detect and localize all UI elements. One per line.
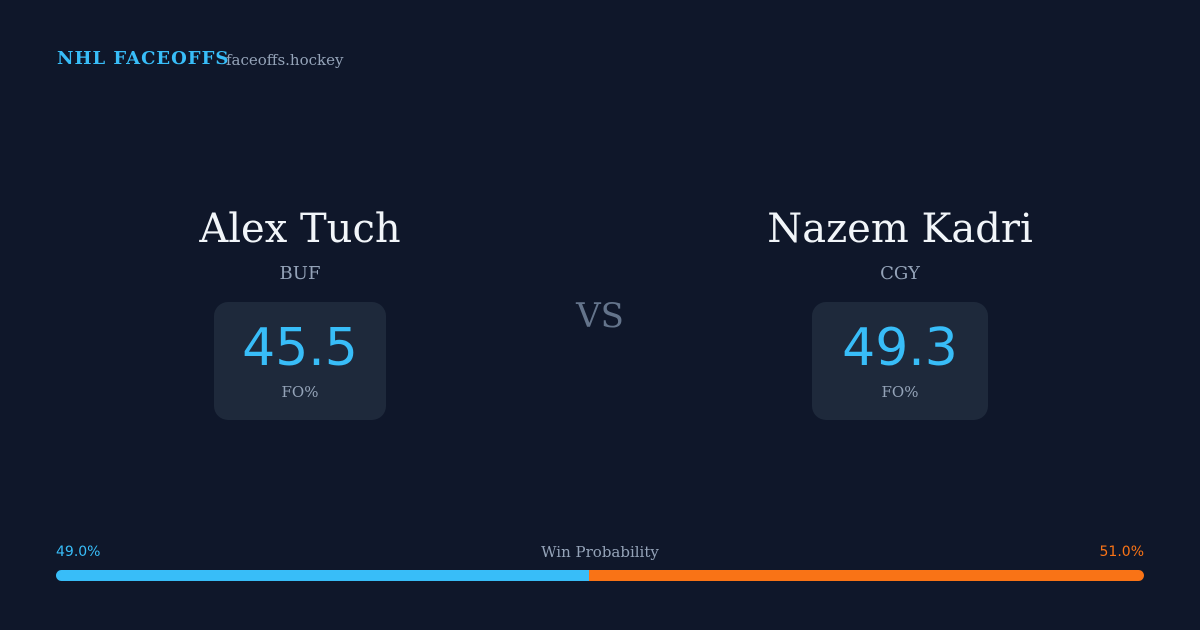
stat-box: 49.3 FO% — [812, 302, 988, 420]
player-name: Alex Tuch — [199, 206, 401, 252]
left-segment — [56, 570, 590, 581]
right-segment — [589, 570, 1144, 581]
probability-label: Win Probability — [541, 543, 659, 561]
player-team: BUF — [279, 263, 321, 284]
stat-label: FO% — [281, 383, 319, 401]
stat-value: 45.5 — [242, 318, 358, 378]
stat-box: 45.5 FO% — [214, 302, 386, 420]
player-name: Nazem Kadri — [767, 206, 1033, 252]
right-probability: 51.0% — [1099, 544, 1144, 560]
left-probability: 49.0% — [56, 544, 101, 560]
probability-bar — [56, 570, 1144, 581]
site: faceoffs.hockey — [226, 51, 344, 69]
brand: NHL FACEOFFS — [57, 48, 230, 69]
stat-label: FO% — [881, 383, 919, 401]
stat-value: 49.3 — [842, 318, 958, 378]
versus: VS — [576, 296, 624, 336]
player-team: CGY — [880, 263, 920, 284]
